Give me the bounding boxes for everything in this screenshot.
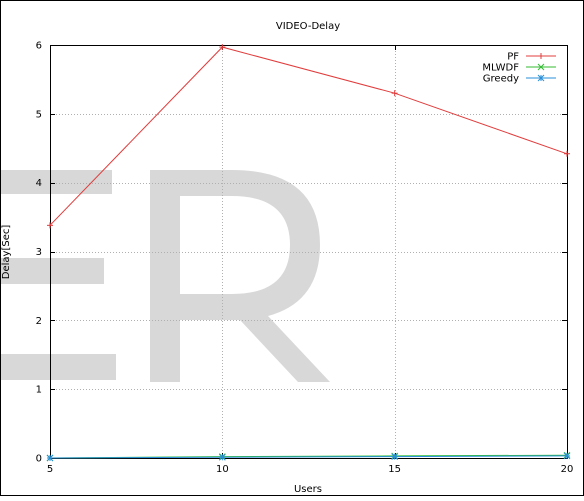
legend-label-mlwdf: MLWDF	[482, 63, 519, 74]
series	[46, 44, 571, 462]
y-tick-label: 5	[36, 109, 42, 120]
y-axis-title: Delay[Sec]	[1, 225, 12, 280]
series-line-pf	[49, 46, 568, 226]
data-point-pf	[564, 150, 570, 157]
chart-title: VIDEO-Delay	[276, 21, 340, 32]
watermark-bar-1	[0, 170, 112, 194]
data-point-greedy	[218, 453, 226, 461]
x-tick-label: 10	[216, 464, 229, 475]
data-point-greedy	[391, 453, 399, 460]
y-tick-label: 6	[36, 41, 42, 52]
data-point-greedy	[46, 454, 54, 462]
data-point-pf	[219, 44, 226, 51]
grid	[50, 45, 567, 458]
y-tick-label: 1	[36, 385, 42, 396]
x-tick-label: 20	[561, 464, 574, 475]
y-tick-label: 0	[36, 454, 42, 465]
x-axis-title: Users	[294, 484, 322, 495]
series-line-greedy	[49, 455, 568, 459]
watermark-bar-3	[0, 354, 116, 380]
legend-marker-greedy	[537, 74, 545, 82]
watermark-bar-2	[0, 258, 104, 284]
watermark-letter-r	[150, 170, 330, 382]
y-tick-label: 4	[36, 178, 42, 189]
watermark	[0, 170, 330, 382]
legend-label-greedy: Greedy	[483, 74, 519, 85]
data-point-greedy	[563, 452, 571, 460]
y-tick-label: 2	[36, 316, 42, 327]
ticks: 0 1 2 3 4 5 6 5 10 15 20	[36, 41, 574, 476]
legend-marker-pf	[538, 53, 544, 59]
data-point-pf	[391, 90, 398, 97]
x-tick-label: 15	[388, 464, 401, 475]
y-tick-label: 3	[36, 247, 42, 258]
x-tick-label: 5	[47, 464, 53, 475]
data-point-pf	[47, 222, 53, 229]
legend-marker-mlwdf	[537, 63, 545, 71]
legend-label-pf: PF	[507, 52, 519, 63]
